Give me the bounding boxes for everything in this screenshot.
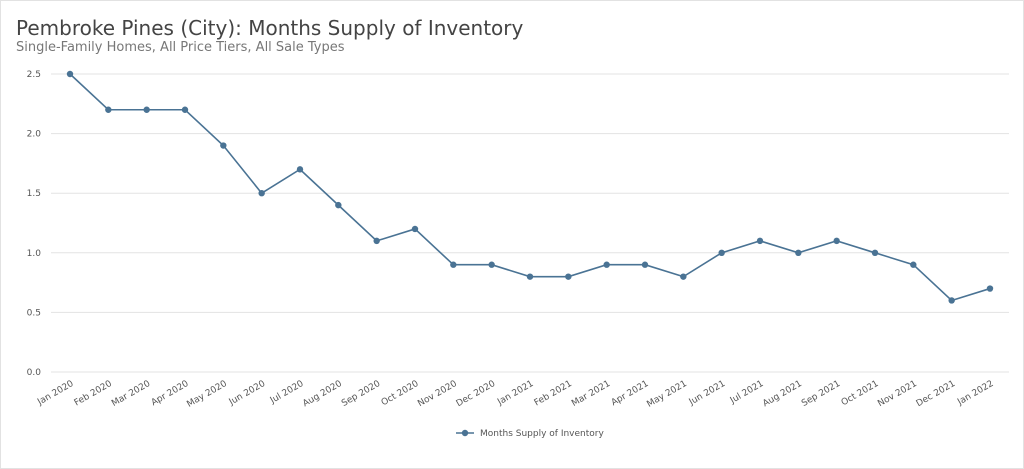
x-tick-label: Jan 2021	[495, 379, 535, 408]
data-point	[910, 261, 917, 268]
chart-subtitle: Single-Family Homes, All Price Tiers, Al…	[16, 40, 345, 55]
x-tick-label: Aug 2020	[301, 379, 344, 409]
x-tick-label: Nov 2020	[416, 379, 459, 409]
data-point	[258, 190, 265, 197]
data-point	[526, 273, 534, 280]
chart-title: Pembroke Pines (City): Months Supply of …	[16, 16, 524, 40]
y-tick-label: 2.0	[27, 130, 42, 140]
x-tick-label: Nov 2021	[876, 379, 919, 409]
x-tick-label: Feb 2021	[533, 379, 574, 409]
data-point	[718, 249, 725, 256]
series-line	[69, 73, 991, 302]
data-point	[948, 297, 955, 304]
x-tick-label: May 2020	[185, 379, 229, 410]
x-tick-label: Oct 2021	[840, 379, 881, 408]
data-point	[220, 142, 227, 149]
legend-label: Months Supply of Inventory	[480, 429, 604, 439]
x-tick-label: Jan 2020	[35, 379, 75, 408]
data-point	[335, 201, 342, 209]
data-point	[181, 106, 189, 113]
x-tick-label: Sep 2020	[340, 379, 382, 409]
data-point	[105, 106, 112, 113]
x-tick-label: Mar 2020	[110, 379, 152, 409]
x-tick-label: Jun 2021	[687, 379, 727, 408]
x-tick-label: Dec 2020	[455, 379, 498, 409]
data-point	[756, 237, 764, 245]
x-tick-label: Dec 2021	[915, 379, 957, 409]
data-point	[680, 273, 687, 280]
data-point	[488, 261, 495, 268]
data-point	[986, 285, 994, 292]
x-tick-label: Jan 2022	[955, 379, 995, 408]
y-tick-label: 1.5	[27, 189, 41, 199]
data-point	[833, 237, 840, 245]
y-tick-label: 0.5	[27, 308, 41, 318]
legend-marker	[461, 429, 469, 437]
data-point	[411, 225, 419, 233]
data-point	[373, 237, 380, 245]
data-point	[603, 261, 610, 268]
x-tick-label: Jul 2021	[728, 379, 766, 406]
x-tick-label: Jul 2020	[268, 379, 306, 407]
x-tick-label: Mar 2021	[570, 379, 612, 409]
data-point	[871, 249, 879, 256]
data-point	[565, 273, 572, 280]
x-tick-label: Oct 2020	[380, 379, 421, 408]
y-tick-label: 0.0	[27, 368, 42, 378]
x-tick-label: Apr 2020	[150, 379, 191, 408]
x-tick-label: Jun 2020	[227, 379, 268, 408]
y-tick-label: 1.0	[27, 249, 42, 259]
y-tick-label: 2.5	[27, 70, 41, 80]
x-tick-label: Aug 2021	[761, 379, 804, 409]
x-tick-label: May 2021	[645, 379, 688, 410]
x-tick-label: Apr 2021	[610, 379, 651, 408]
data-point	[66, 70, 74, 78]
data-point	[450, 261, 457, 268]
data-point	[143, 106, 150, 113]
data-point	[296, 166, 304, 173]
x-tick-label: Sep 2021	[800, 379, 842, 409]
data-point	[795, 249, 802, 256]
x-tick-label: Feb 2020	[73, 379, 114, 409]
data-point	[641, 261, 649, 268]
